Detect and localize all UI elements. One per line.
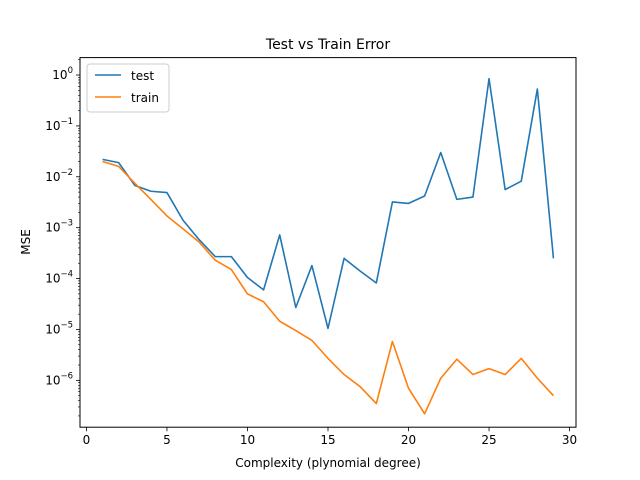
- x-tick-label: 25: [481, 433, 496, 447]
- y-tick-label: 10−2: [45, 168, 73, 184]
- y-tick-label: 10−6: [45, 371, 73, 387]
- x-axis-label: Complexity (plynomial degree): [235, 456, 421, 470]
- series-line-train: [102, 160, 555, 415]
- x-tick-label: 20: [401, 433, 416, 447]
- legend-label-train: train: [131, 91, 159, 105]
- y-tick-label: 10−5: [45, 320, 73, 336]
- y-axis-label: MSE: [19, 229, 33, 255]
- y-axis-ticks: 10−6 10−5 10−4 10−3 10−2 10−1 100: [45, 59, 80, 417]
- legend-box: [86, 63, 170, 113]
- x-tick-label: 5: [163, 433, 171, 447]
- plot-lines: [102, 77, 555, 415]
- series-line-test: [102, 77, 555, 330]
- plot-frame: [79, 57, 577, 428]
- x-tick-label: 15: [320, 433, 335, 447]
- y-tick-label: 10−3: [45, 219, 73, 235]
- x-tick-label: 10: [240, 433, 255, 447]
- y-tick-label: 10−1: [45, 117, 73, 133]
- y-tick-label: 10−4: [45, 270, 73, 286]
- y-tick-label: 100: [52, 66, 73, 82]
- x-tick-label: 30: [562, 433, 577, 447]
- chart-title: Test vs Train Error: [265, 37, 390, 53]
- legend-label-test: test: [131, 69, 154, 83]
- legend: test train: [86, 63, 170, 113]
- x-axis-ticks: 0 5 10 15 20 25 30: [83, 427, 577, 447]
- x-tick-label: 0: [83, 433, 91, 447]
